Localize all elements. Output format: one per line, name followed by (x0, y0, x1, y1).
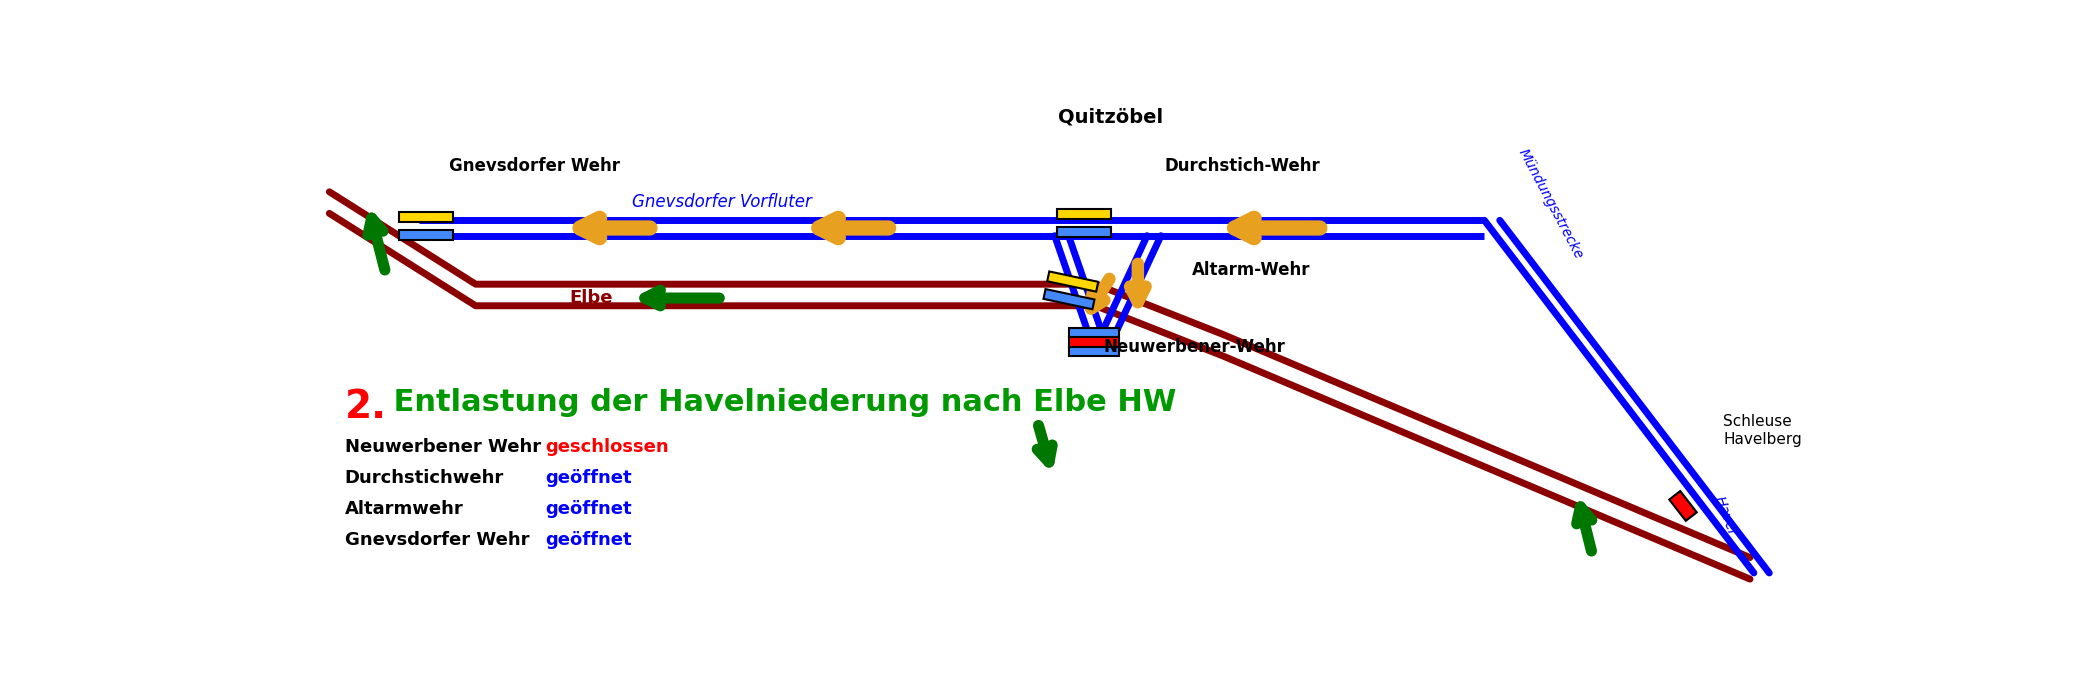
Text: Gnevsdorfer Wehr: Gnevsdorfer Wehr (449, 157, 620, 175)
Text: Altarm-Wehr: Altarm-Wehr (1193, 261, 1310, 279)
Text: Altarmwehr: Altarmwehr (344, 500, 464, 518)
Text: Entlastung der Havelniederung nach Elbe HW: Entlastung der Havelniederung nach Elbe … (382, 388, 1176, 417)
Text: geöffnet: geöffnet (546, 500, 632, 518)
Text: Durchstichwehr: Durchstichwehr (344, 469, 504, 487)
Text: 2.: 2. (344, 388, 386, 426)
Text: Elbe: Elbe (569, 289, 613, 307)
Text: geöffnet: geöffnet (546, 531, 632, 549)
Text: Neuwerbener Wehr: Neuwerbener Wehr (344, 438, 542, 456)
Text: geschlossen: geschlossen (546, 438, 668, 456)
Polygon shape (1670, 491, 1697, 521)
Text: Schleuse
Havelberg: Schleuse Havelberg (1722, 414, 1802, 447)
Polygon shape (1048, 272, 1098, 292)
Polygon shape (1069, 328, 1119, 338)
Polygon shape (399, 230, 454, 241)
Text: Gnevsdorfer Wehr: Gnevsdorfer Wehr (344, 531, 529, 549)
Text: Mündungsstrecke: Mündungsstrecke (1516, 146, 1586, 261)
Text: Neuwerbener-Wehr: Neuwerbener-Wehr (1102, 338, 1285, 356)
Text: Havel: Havel (1712, 494, 1739, 536)
Polygon shape (1056, 227, 1111, 237)
Polygon shape (1069, 346, 1119, 356)
Polygon shape (399, 212, 454, 223)
Polygon shape (1056, 209, 1111, 218)
Text: Quitzöbel: Quitzöbel (1058, 107, 1163, 126)
Text: Durchstich-Wehr: Durchstich-Wehr (1166, 157, 1321, 175)
Text: geöffnet: geöffnet (546, 469, 632, 487)
Text: Gnevsdorfer Vorfluter: Gnevsdorfer Vorfluter (632, 193, 813, 211)
Polygon shape (1069, 337, 1119, 347)
Polygon shape (1044, 289, 1094, 309)
